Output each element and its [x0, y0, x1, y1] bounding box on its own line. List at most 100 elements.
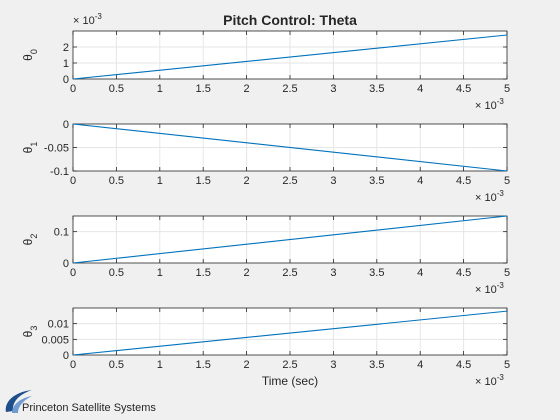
x-tick-label: 1: [157, 83, 163, 95]
x-tick-label: 4.5: [456, 359, 471, 371]
x-tick-label: 4.5: [456, 175, 471, 187]
x-exponent-base: × 10: [475, 284, 497, 296]
x-tick-label: 3: [330, 359, 336, 371]
x-tick-label: 0.5: [109, 175, 124, 187]
y-tick-label: 0: [63, 258, 69, 270]
y-axis-label-base: θ: [21, 238, 35, 245]
x-exponent-base: × 10: [475, 100, 497, 112]
x-tick-label: 3: [330, 83, 336, 95]
y-tick-label: 0: [63, 350, 69, 362]
x-axis-label: Time (sec): [262, 374, 318, 388]
x-tick-label: 3: [330, 267, 336, 279]
x-tick-label: 1.5: [196, 83, 211, 95]
subplot-0: 0 0.5 1 1.5 2 2.5 3 3.5 4 4.5 5 0 1 2 Pitch Control: T…: [21, 12, 510, 112]
x-tick-label: 0.5: [109, 267, 124, 279]
y-tick-label: 0.005: [41, 334, 69, 346]
x-exponent-base: × 10: [475, 376, 497, 388]
x-tick-label: 5: [504, 175, 510, 187]
x-exponent-power: -3: [497, 97, 505, 106]
x-tick-label: 4: [417, 83, 423, 95]
x-tick-label: 5: [504, 359, 510, 371]
plot-frame: [72, 123, 508, 172]
x-tick-label: 4: [417, 267, 423, 279]
x-tick-label: 0: [70, 267, 76, 279]
y-tick-label: 0: [63, 74, 69, 86]
y-axis-label-subscript: 1: [29, 142, 39, 147]
x-tick-label: 3.5: [369, 359, 384, 371]
x-exponent-base: × 10: [475, 192, 497, 204]
x-tick-label: 1.5: [196, 175, 211, 187]
x-tick-label: 0: [70, 175, 76, 187]
y-axis-label: θ1: [21, 142, 39, 154]
x-exponent-power: -3: [497, 373, 505, 382]
x-tick-label: 1.5: [196, 359, 211, 371]
y-tick-label: -0.05: [44, 143, 69, 155]
x-tick-label: 4.5: [456, 267, 471, 279]
x-tick-label: 0: [70, 83, 76, 95]
x-tick-label: 3.5: [369, 175, 384, 187]
series-line: [72, 310, 508, 356]
x-tick-label: 1: [157, 359, 163, 371]
swoosh-logo-icon: [5, 390, 33, 412]
subplot-stack: 0 0.5 1 1.5 2 2.5 3 3.5 4 4.5 5 0 1 2 Pitch Control: T…: [21, 12, 510, 388]
x-tick-label: 3.5: [369, 83, 384, 95]
y-axis-label-subscript: 0: [29, 49, 39, 54]
x-tick-label: 1: [157, 175, 163, 187]
y-axis-label: θ0: [21, 49, 39, 61]
x-tick-label: 2.5: [282, 267, 297, 279]
y-axis-label-subscript: 3: [29, 326, 39, 331]
chart-title: Pitch Control: Theta: [223, 12, 357, 28]
y-axis-label-subscript: 2: [29, 234, 39, 239]
x-exponent-label: × 10-3: [475, 281, 504, 296]
x-tick-label: 4: [417, 175, 423, 187]
series-line: [72, 123, 508, 172]
princeton-logo: Princeton Satellite Systems: [5, 390, 156, 414]
logo-text: Princeton Satellite Systems: [22, 402, 156, 414]
y-tick-label: 0.01: [48, 319, 69, 331]
y-tick-label: 1: [63, 58, 69, 70]
x-tick-label: 4: [417, 359, 423, 371]
y-axis-label-base: θ: [21, 54, 35, 61]
x-exponent-label: × 10-3: [475, 373, 504, 388]
series-line: [72, 34, 508, 80]
y-axis-label-base: θ: [21, 146, 35, 153]
x-tick-label: 3.5: [369, 267, 384, 279]
y-exponent-power: -3: [95, 12, 103, 21]
y-axis-label: θ2: [21, 234, 39, 246]
x-exponent-power: -3: [497, 281, 505, 290]
y-tick-label: 0: [63, 119, 69, 131]
x-tick-label: 2: [244, 359, 250, 371]
x-tick-label: 1: [157, 267, 163, 279]
y-axis-label: θ3: [21, 326, 39, 338]
x-exponent-power: -3: [497, 189, 505, 198]
plot-frame: [72, 30, 508, 80]
x-tick-label: 1.5: [196, 267, 211, 279]
x-tick-label: 2: [244, 267, 250, 279]
swoosh-logo-icon-inner: [12, 396, 32, 413]
x-tick-label: 5: [504, 267, 510, 279]
y-axis-label-base: θ: [21, 330, 35, 337]
x-tick-label: 4.5: [456, 83, 471, 95]
x-tick-label: 2.5: [282, 83, 297, 95]
x-tick-label: 0.5: [109, 83, 124, 95]
x-exponent-label: × 10-3: [475, 97, 504, 112]
y-tick-label: -0.1: [50, 166, 69, 178]
subplot-2: 0 0.5 1 1.5 2 2.5 3 3.5 4 4.5 500.1θ2× 10-3: [21, 215, 510, 296]
x-tick-label: 0.5: [109, 359, 124, 371]
x-tick-label: 2.5: [282, 175, 297, 187]
x-tick-label: 3: [330, 175, 336, 187]
series-line: [72, 215, 508, 264]
plot-frame: [72, 307, 508, 356]
x-tick-label: 5: [504, 83, 510, 95]
x-tick-label: 2.5: [282, 359, 297, 371]
y-exponent-label: × 10-3: [73, 12, 102, 27]
plot-frame: [72, 215, 508, 264]
x-tick-label: 2: [244, 83, 250, 95]
y-tick-label: 2: [63, 42, 69, 54]
x-exponent-label: × 10-3: [475, 189, 504, 204]
y-tick-label: 0.1: [54, 227, 69, 239]
x-tick-label: 2: [244, 175, 250, 187]
